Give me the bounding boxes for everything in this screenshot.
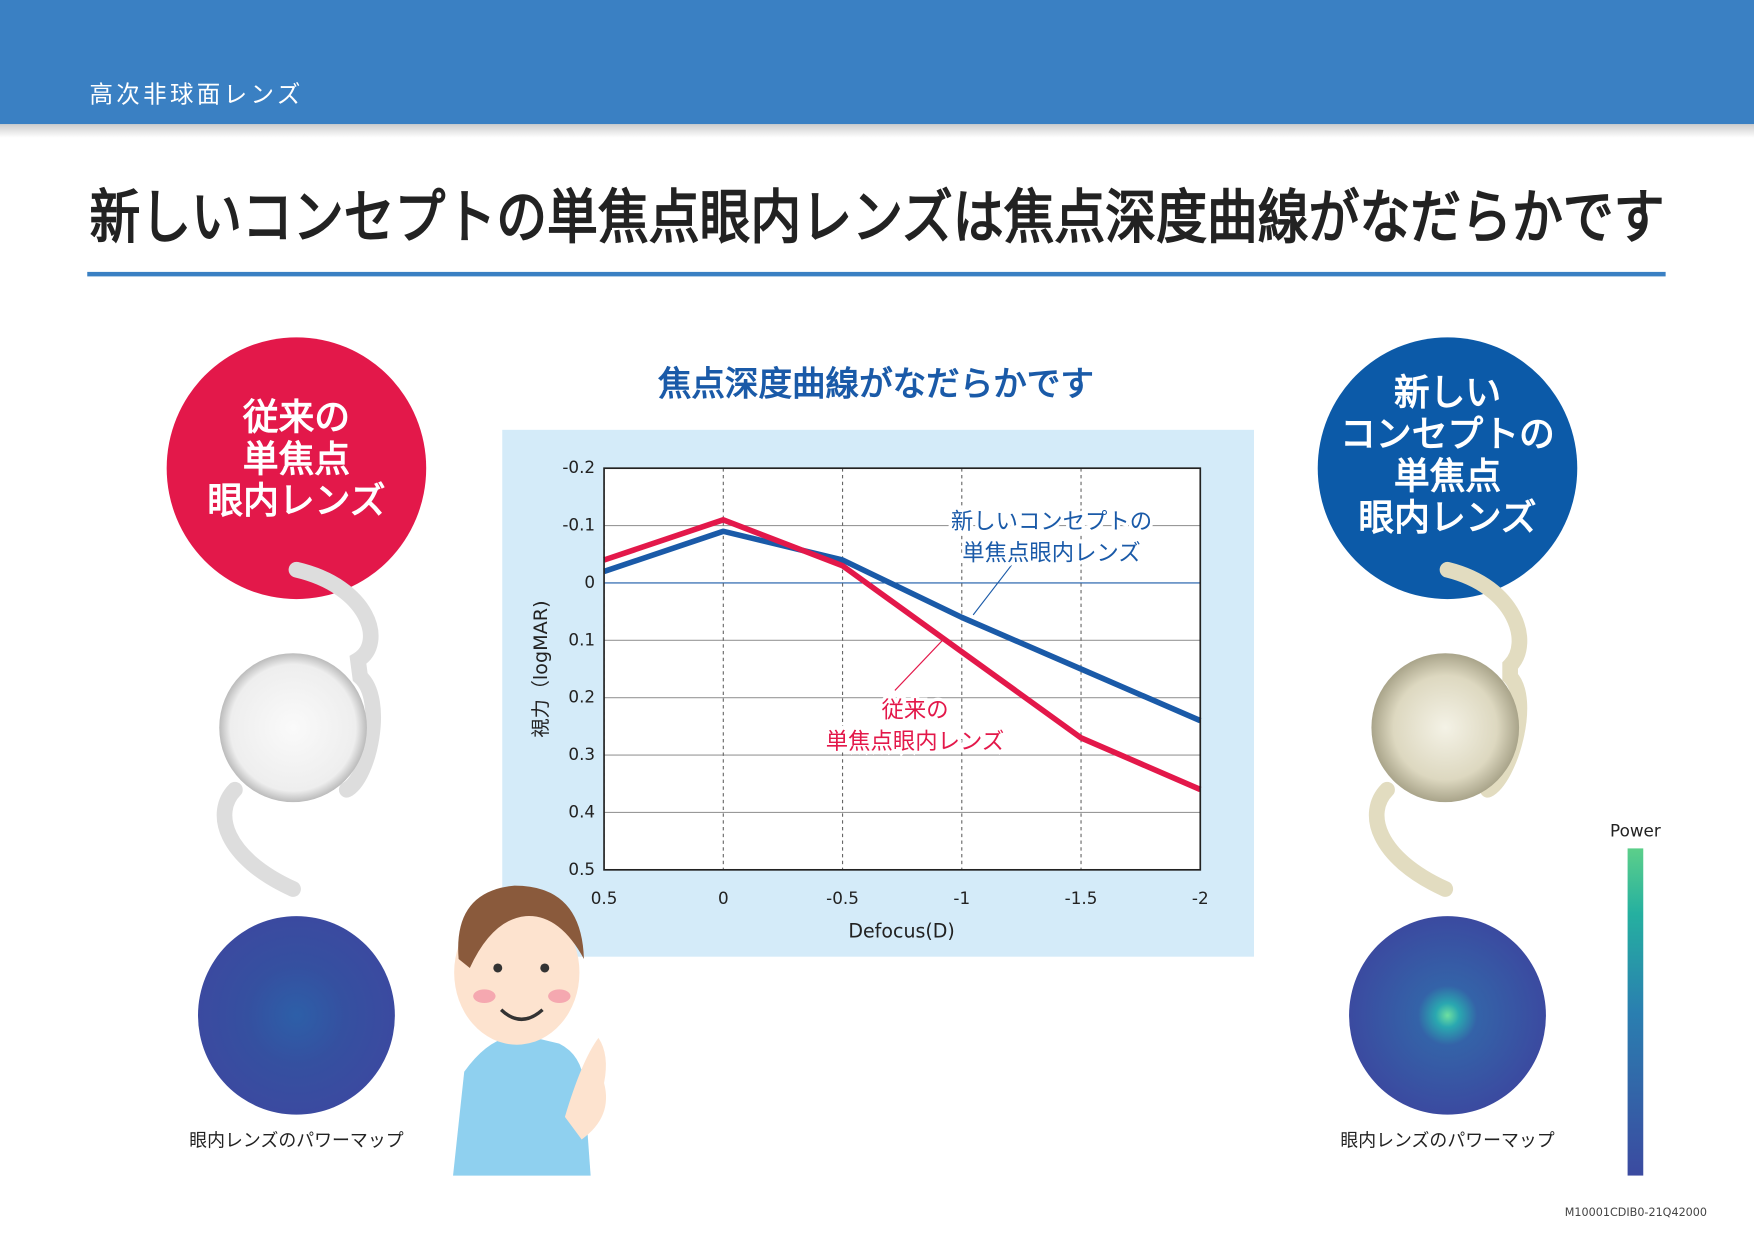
y-tick-label: 0.1 [568, 629, 595, 649]
badge-label: 従来の [242, 398, 350, 439]
section-label: 高次非球面レンズ [89, 80, 303, 108]
power-map [1349, 916, 1546, 1115]
haptic [216, 781, 301, 897]
y-tick-label: 0.5 [568, 859, 595, 879]
y-tick-label: 0.4 [568, 801, 595, 821]
lens [219, 653, 367, 803]
badge-label: 単焦点 [243, 439, 350, 480]
series-line [603, 517, 1202, 793]
y-tick-label: -0.1 [562, 515, 595, 535]
page-title: 新しいコンセプトの単焦点眼内レンズは焦点深度曲線がなだらかです [89, 183, 1664, 251]
x-tick-label: -2 [1192, 888, 1209, 908]
haptic [1368, 781, 1454, 897]
badge-label: 眼内レンズ [1358, 497, 1536, 539]
y-tick-label: -0.2 [562, 457, 595, 477]
haptic [288, 561, 381, 798]
annotation: 従来の [881, 697, 948, 723]
lens [1371, 653, 1520, 803]
badge-label: 新しい [1394, 373, 1501, 414]
annotation: 単焦点眼内レンズ [962, 540, 1140, 566]
series-line [603, 528, 1202, 724]
y-tick-label: 0.2 [568, 687, 595, 707]
y-tick-label: 0.3 [568, 744, 595, 764]
character [453, 885, 607, 1176]
left-badge [166, 337, 427, 600]
caption: 眼内レンズのパワーマップ [1340, 1131, 1554, 1152]
y-tick-label: 0 [584, 572, 595, 592]
x-axis-label: Defocus(D) [848, 919, 954, 942]
right-badge [1317, 337, 1578, 600]
caption: 眼内レンズのパワーマップ [189, 1131, 403, 1152]
plot-frame [603, 467, 1202, 871]
x-tick-label: 0 [718, 888, 729, 908]
x-tick-label: 0.5 [591, 888, 618, 908]
x-tick-label: -1 [953, 888, 970, 908]
x-tick-label: -0.5 [826, 888, 859, 908]
leader-line [894, 637, 946, 691]
y-axis-label: 視力（logMAR) [529, 600, 552, 737]
header-bar [0, 0, 1754, 125]
badge-label: コンセプトの [1340, 415, 1555, 456]
annotation: 単焦点眼内レンズ [826, 729, 1004, 755]
colorbar [1627, 848, 1644, 1176]
leader-line [972, 563, 1013, 616]
chart-title: 焦点深度曲線がなだらかです [658, 364, 1094, 403]
annotation: 新しいコンセプトの [951, 509, 1152, 535]
x-tick-label: -1.5 [1065, 888, 1098, 908]
badge-label: 単焦点 [1394, 456, 1501, 497]
header-shadow [0, 124, 1754, 138]
colorbar-label: Power [1610, 820, 1661, 840]
title-rule [87, 271, 1666, 277]
footer-code: M10001CDIB0-21Q42000 [1565, 1206, 1707, 1219]
power-map [197, 916, 395, 1115]
badge-label: 眼内レンズ [207, 480, 385, 522]
